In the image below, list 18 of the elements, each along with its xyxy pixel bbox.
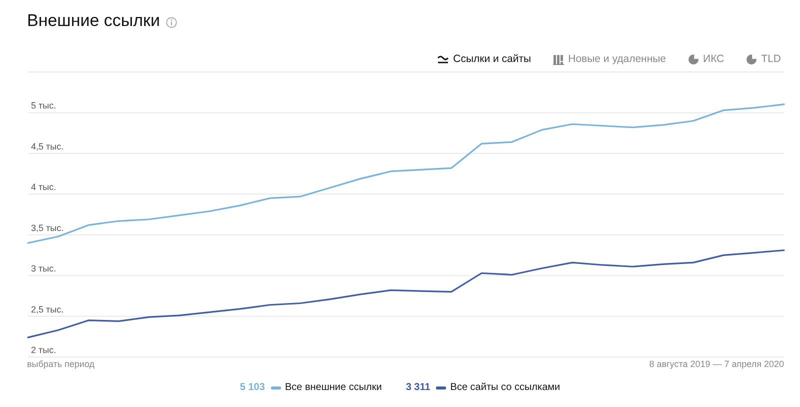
y-tick-label: 3 тыс. [31, 264, 56, 274]
legend-label: Все сайты со ссылками [450, 382, 560, 393]
text: Новые и удаленные [568, 53, 666, 65]
chart-title: Внешние ссылки [27, 11, 160, 31]
y-tick-label: 3,5 тыс. [31, 222, 64, 233]
y-tick-label: 4 тыс. [31, 182, 56, 192]
text: выбрать период [27, 359, 94, 369]
y-tick-label: 5 тыс. [31, 100, 56, 111]
text: 8 августа 2019 — 7 апреля 2020 [649, 359, 784, 369]
text: 3 311 [406, 382, 430, 393]
y-tick-label: 2 тыс. [31, 345, 56, 355]
text: 5 103 [240, 382, 265, 393]
text: TLD [761, 53, 781, 65]
y-tick-label: 4,5 тыс. [31, 141, 64, 152]
text: Ссылки и сайты [453, 53, 532, 65]
text: ИКС [703, 53, 724, 65]
legend-label: Все внешние ссылки [284, 382, 382, 393]
y-tick-label: 2,5 тыс. [31, 304, 64, 314]
